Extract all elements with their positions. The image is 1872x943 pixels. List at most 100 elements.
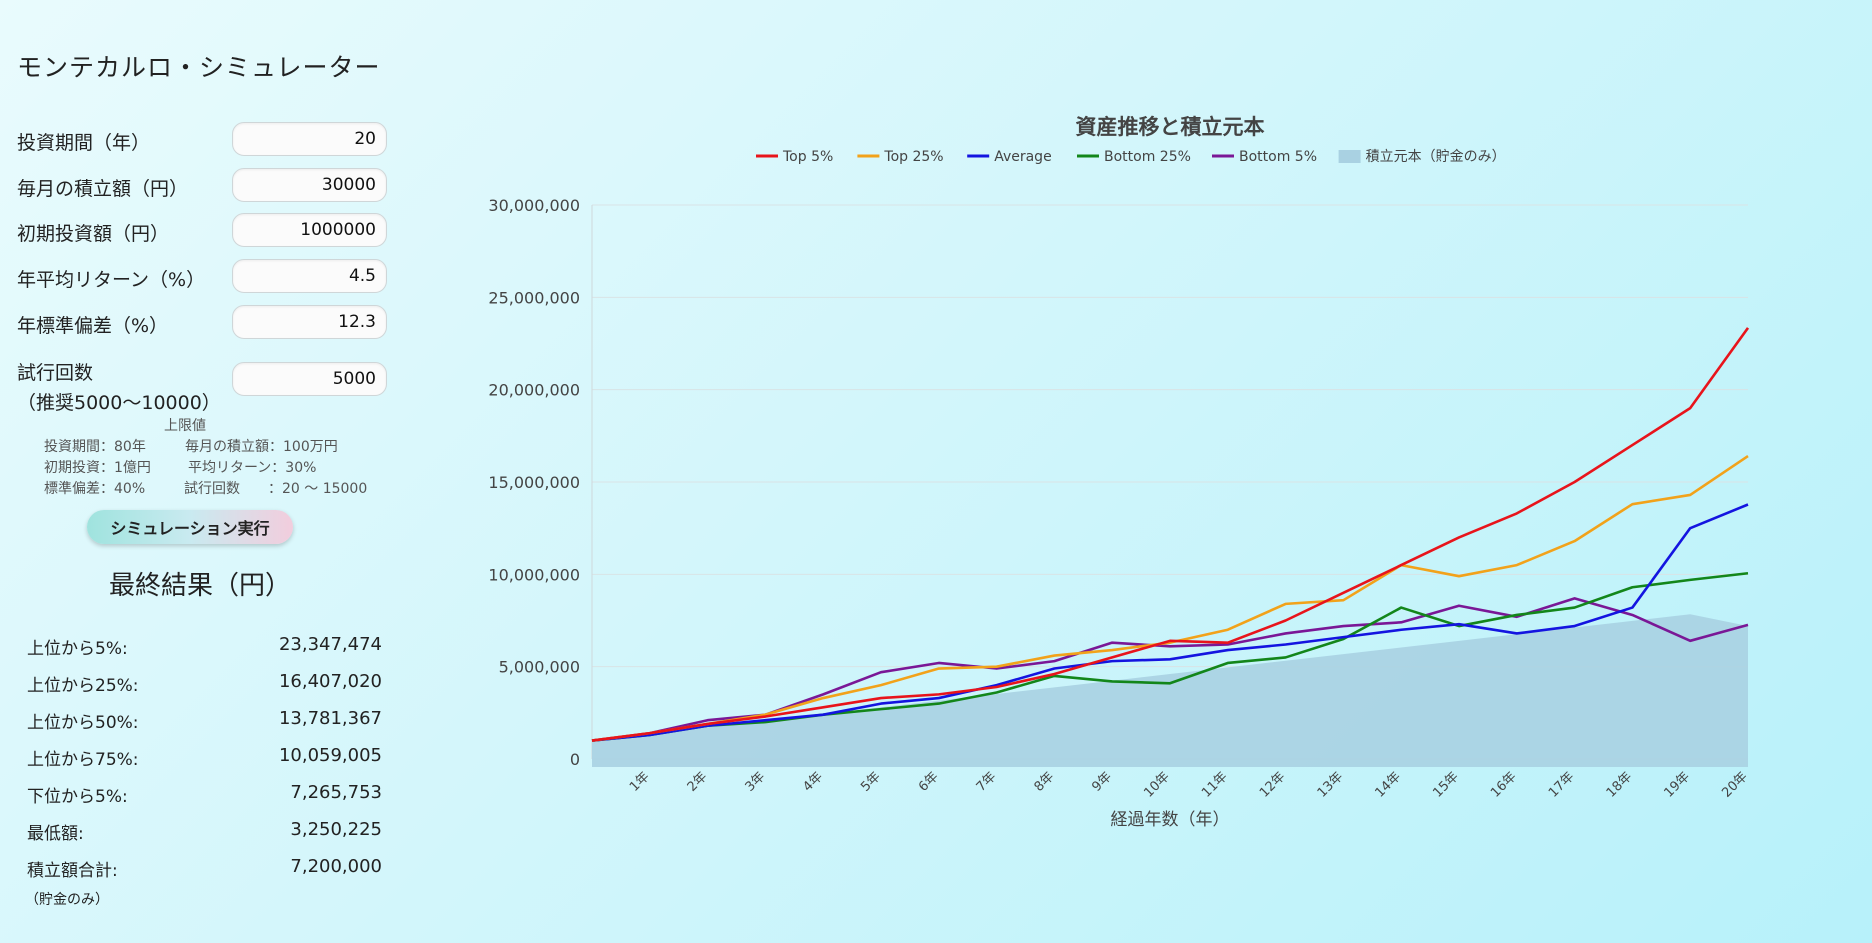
trials-input[interactable] xyxy=(232,362,387,396)
x-tick-label: 14年 xyxy=(1373,769,1404,800)
limits-title: 上限値 xyxy=(164,418,206,434)
form-row-period: 投資期間（年） xyxy=(17,122,392,158)
limits-item: 平均リターン：30% xyxy=(188,460,317,476)
chart-title: 資産推移と積立元本 xyxy=(1076,115,1265,139)
result-note: （貯金のみ） xyxy=(25,892,109,908)
legend-item[interactable]: 積立元本（貯金のみ） xyxy=(1338,149,1506,165)
period-label: 投資期間（年） xyxy=(17,132,151,154)
result-row: 積立額合計: 7,200,000 xyxy=(27,856,382,881)
legend-item[interactable]: Bottom 5% xyxy=(1212,149,1317,165)
initial-input[interactable] xyxy=(232,213,387,247)
x-tick-label: 13年 xyxy=(1315,769,1346,800)
result-label: 下位から5%: xyxy=(27,787,128,807)
y-tick-label: 10,000,000 xyxy=(488,565,580,584)
legend-label: Bottom 25% xyxy=(1104,149,1191,165)
result-value: 23,347,474 xyxy=(278,634,382,655)
x-tick-label: 15年 xyxy=(1430,769,1461,800)
x-tick-label: 11年 xyxy=(1199,769,1230,800)
trials-label-main: 試行回数 xyxy=(17,362,94,384)
result-label: 上位から25%: xyxy=(27,676,139,696)
control-panel: モンテカルロ・シミュレーター 投資期間（年） 毎月の積立額（円） 初期投資額（円… xyxy=(0,0,410,943)
x-tick-label: 8年 xyxy=(1032,769,1058,795)
result-label: 上位から50%: xyxy=(27,713,139,733)
x-tick-label: 20年 xyxy=(1719,769,1750,800)
legend-label: Bottom 5% xyxy=(1239,149,1317,165)
result-label: 最低額: xyxy=(27,824,84,844)
limits-item: 初期投資：1億円 xyxy=(44,460,151,476)
app-title: モンテカルロ・シミュレーター xyxy=(17,53,381,82)
legend-swatch xyxy=(1338,150,1361,163)
return-label: 年平均リターン（%） xyxy=(17,269,206,291)
x-tick-label: 9年 xyxy=(1089,769,1115,795)
stddev-label: 年標準偏差（%） xyxy=(17,315,169,337)
limits-item: 毎月の積立額：100万円 xyxy=(185,439,338,455)
x-tick-label: 17年 xyxy=(1546,769,1577,800)
x-tick-label: 6年 xyxy=(916,769,942,795)
form-row-stddev: 年標準偏差（%） xyxy=(17,305,392,341)
x-tick-label: 18年 xyxy=(1604,769,1635,800)
result-label: 上位から75%: xyxy=(27,750,139,770)
x-tick-label: 19年 xyxy=(1662,769,1693,800)
principal-area xyxy=(592,614,1748,767)
return-input[interactable] xyxy=(232,259,387,293)
series-line xyxy=(591,454,1749,742)
legend-item[interactable]: Top 5% xyxy=(756,149,833,165)
x-tick-label: 3年 xyxy=(743,769,769,795)
chart-area: 資産推移と積立元本 Top 5% Top 25% Average Bottom 25% B… xyxy=(460,100,1760,840)
period-input[interactable] xyxy=(232,122,387,156)
result-row: 上位から25%: 16,407,020 xyxy=(27,671,382,696)
x-tick-label: 5年 xyxy=(858,769,884,795)
limits-item: 投資期間：80年 xyxy=(44,439,146,455)
legend-label: Average xyxy=(994,149,1051,165)
trials-label-hint: （推奨5000〜10000） xyxy=(17,392,221,414)
form-row-initial: 初期投資額（円） xyxy=(17,213,392,249)
result-row: 最低額: 3,250,225 xyxy=(27,819,382,844)
y-tick-label: 20,000,000 xyxy=(488,381,580,400)
x-tick-label: 4年 xyxy=(800,769,826,795)
y-tick-label: 25,000,000 xyxy=(488,288,580,307)
result-value: 7,200,000 xyxy=(290,856,382,877)
result-row: 上位から5%: 23,347,474 xyxy=(27,634,382,659)
x-tick-label: 1年 xyxy=(627,769,653,795)
results-title: 最終結果（円） xyxy=(108,571,291,601)
form-row-return: 年平均リターン（%） xyxy=(17,259,392,295)
y-tick-label: 5,000,000 xyxy=(499,658,580,677)
form-row-trials: 試行回数 （推奨5000〜10000） xyxy=(17,362,392,414)
limits-item: 標準偏差：40% xyxy=(44,481,146,497)
limits-item: 試行回数 ：20 〜 15000 xyxy=(184,481,368,497)
y-tick-label: 30,000,000 xyxy=(488,196,580,215)
x-tick-label: 7年 xyxy=(974,769,1000,795)
result-label: 積立額合計: xyxy=(27,861,118,881)
result-label: 上位から5%: xyxy=(27,639,128,659)
legend-label: Top 25% xyxy=(883,149,943,165)
legend-item[interactable]: Average xyxy=(967,149,1052,165)
x-tick-label: 10年 xyxy=(1141,769,1172,800)
result-value: 7,265,753 xyxy=(290,782,382,803)
result-row: 上位から50%: 13,781,367 xyxy=(27,708,382,733)
y-tick-label: 0 xyxy=(570,750,580,769)
asset-chart: 資産推移と積立元本 Top 5% Top 25% Average Bottom 25% B… xyxy=(488,115,1750,830)
x-tick-label: 16年 xyxy=(1488,769,1519,800)
result-row: 下位から5%: 7,265,753 xyxy=(27,782,382,807)
initial-label: 初期投資額（円） xyxy=(17,223,170,245)
trials-label: 試行回数 （推奨5000〜10000） xyxy=(17,358,221,418)
x-tick-label: 2年 xyxy=(685,769,711,795)
legend-item[interactable]: Bottom 25% xyxy=(1077,149,1191,165)
legend-label: Top 5% xyxy=(782,149,833,165)
monthly-label: 毎月の積立額（円） xyxy=(17,178,189,200)
monthly-input[interactable] xyxy=(232,168,387,202)
result-value: 13,781,367 xyxy=(278,708,382,729)
x-axis-label: 経過年数（年） xyxy=(1111,810,1230,830)
form-row-monthly: 毎月の積立額（円） xyxy=(17,168,392,204)
series-line xyxy=(591,503,1749,742)
run-simulation-button[interactable]: シミュレーション実行 xyxy=(87,510,293,544)
x-tick-label: 12年 xyxy=(1257,769,1288,800)
result-value: 3,250,225 xyxy=(290,819,382,840)
legend-label: 積立元本（貯金のみ） xyxy=(1366,149,1506,165)
series-line xyxy=(591,327,1750,742)
stddev-input[interactable] xyxy=(232,305,387,339)
y-tick-label: 15,000,000 xyxy=(488,473,580,492)
result-value: 16,407,020 xyxy=(278,671,382,692)
legend-item[interactable]: Top 25% xyxy=(857,149,944,165)
result-value: 10,059,005 xyxy=(278,745,382,766)
